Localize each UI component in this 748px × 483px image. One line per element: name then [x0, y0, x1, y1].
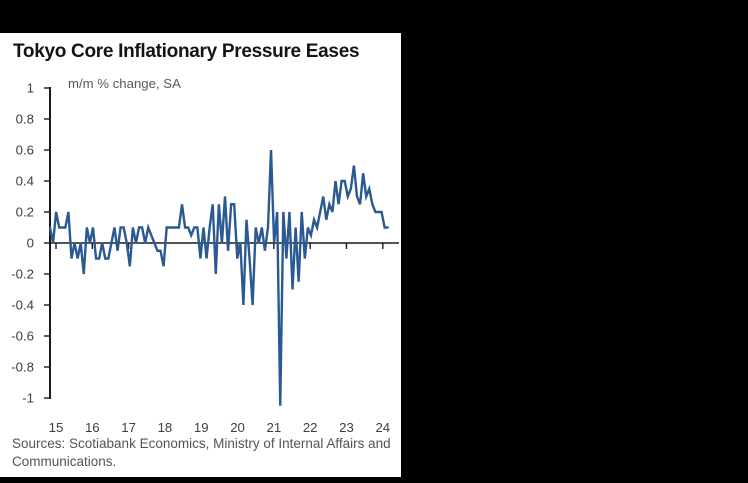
axis-unit-label: m/m % change, SA: [68, 76, 181, 91]
y-axis-tick-label: 0: [27, 236, 34, 251]
series-line: [48, 149, 389, 406]
y-axis-tick-label: -0.2: [11, 267, 34, 282]
y-axis-tick-label: 0.4: [16, 174, 34, 189]
x-axis-tick-label: 15: [49, 420, 64, 435]
x-axis-tick-label: 21: [267, 420, 282, 435]
chart-canvas: 1 0.8 0.6 0.4 0.2 0 -0.2 -0.4 -0.6 -0.8 -1 15 16 17 18…: [11, 81, 399, 435]
y-axis-tick-label: -1: [22, 391, 34, 406]
x-axis-tick-label: 22: [303, 420, 318, 435]
y-axis-tick-label: 0.2: [16, 205, 34, 220]
source-note: Sources: Scotiabank Economics, Ministry …: [12, 436, 391, 469]
y-axis-tick-label: 0.8: [16, 112, 34, 127]
x-axis-tick-label: 20: [230, 420, 245, 435]
x-axis-tick-label: 17: [121, 420, 136, 435]
x-axis-tick-label: 16: [85, 420, 100, 435]
x-axis-tick-label: 19: [194, 420, 209, 435]
y-axis-tick-label: 0.6: [16, 143, 34, 158]
y-axis-tick-label: -0.4: [11, 298, 34, 313]
y-axis-tick-label: -0.6: [11, 329, 34, 344]
x-axis-tick-label: 24: [375, 420, 390, 435]
x-axis-tick-label: 23: [339, 420, 354, 435]
y-axis-tick-label: -0.8: [11, 360, 34, 375]
chart-title: Tokyo Core Inflationary Pressure Eases: [13, 41, 360, 62]
chart-panel: Tokyo Core Inflationary Pressure Eases m…: [0, 33, 401, 477]
x-axis-tick-label: 18: [158, 420, 173, 435]
y-axis-tick-label: 1: [27, 81, 34, 96]
